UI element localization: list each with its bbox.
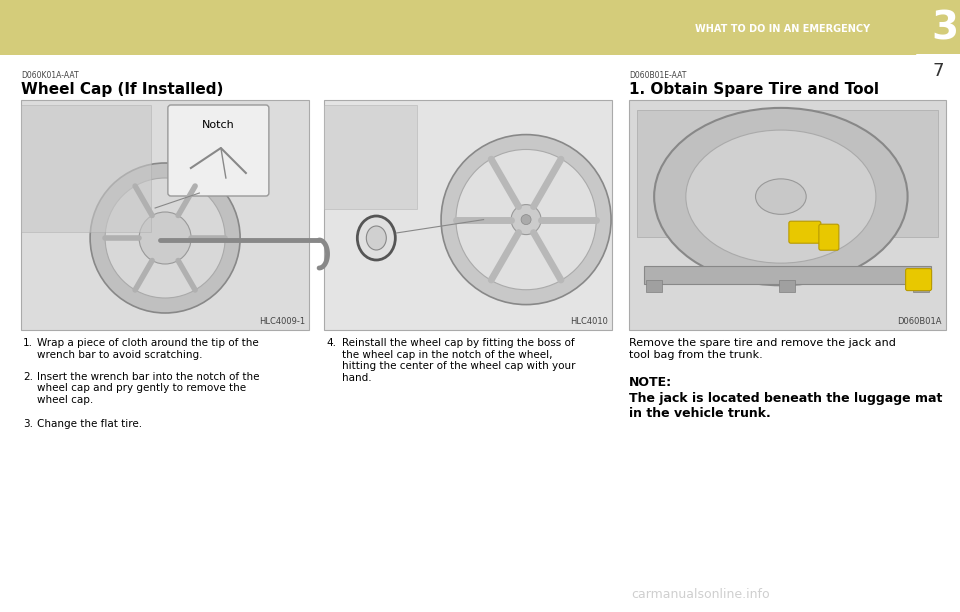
Text: D060K01A-AAT: D060K01A-AAT	[21, 71, 79, 80]
Ellipse shape	[456, 149, 596, 289]
Ellipse shape	[685, 130, 876, 263]
Ellipse shape	[367, 226, 386, 250]
Text: 3: 3	[931, 10, 959, 48]
Bar	[913, 280, 928, 291]
Ellipse shape	[441, 135, 612, 305]
Bar	[324, 100, 612, 330]
Text: Notch: Notch	[202, 120, 235, 130]
Text: Wheel Cap (If Installed): Wheel Cap (If Installed)	[21, 82, 224, 97]
Bar	[324, 105, 417, 209]
Text: WHAT TO DO IN AN EMERGENCY: WHAT TO DO IN AN EMERGENCY	[695, 24, 870, 34]
Text: 1. Obtain Spare Tire and Tool: 1. Obtain Spare Tire and Tool	[629, 82, 878, 97]
Text: 7: 7	[933, 62, 945, 81]
Text: 3.: 3.	[23, 419, 33, 429]
Ellipse shape	[106, 178, 225, 298]
Text: Remove the spare tire and remove the jack and
tool bag from the trunk.: Remove the spare tire and remove the jac…	[629, 338, 896, 360]
Ellipse shape	[90, 163, 240, 313]
Text: HLC4010: HLC4010	[570, 317, 609, 326]
Text: D060B01E-AAT: D060B01E-AAT	[629, 71, 686, 80]
Text: Wrap a piece of cloth around the tip of the
wrench bar to avoid scratching.: Wrap a piece of cloth around the tip of …	[37, 338, 259, 360]
FancyBboxPatch shape	[819, 224, 839, 250]
Text: HLC4009-1: HLC4009-1	[259, 317, 305, 326]
Bar	[780, 280, 795, 291]
Bar	[636, 110, 938, 236]
FancyBboxPatch shape	[905, 269, 931, 291]
Text: D060B01A: D060B01A	[897, 317, 942, 326]
Ellipse shape	[654, 108, 907, 285]
Text: 1.: 1.	[23, 338, 33, 348]
Text: 4.: 4.	[326, 338, 337, 348]
Ellipse shape	[139, 212, 191, 264]
Bar	[629, 100, 946, 330]
Text: carmanualsonline.info: carmanualsonline.info	[632, 588, 770, 600]
Ellipse shape	[357, 216, 396, 260]
FancyBboxPatch shape	[916, 54, 960, 89]
Text: The jack is located beneath the luggage mat
in the vehicle trunk.: The jack is located beneath the luggage …	[629, 392, 942, 420]
Ellipse shape	[521, 215, 531, 225]
Ellipse shape	[511, 204, 541, 234]
Text: 2.: 2.	[23, 371, 33, 382]
Bar	[0, 0, 960, 55]
Text: Insert the wrench bar into the notch of the
wheel cap and pry gently to remove t: Insert the wrench bar into the notch of …	[37, 371, 259, 405]
Ellipse shape	[756, 179, 806, 214]
FancyBboxPatch shape	[168, 105, 269, 196]
Text: Reinstall the wheel cap by fitting the boss of
the wheel cap in the notch of the: Reinstall the wheel cap by fitting the b…	[343, 338, 576, 382]
Text: Change the flat tire.: Change the flat tire.	[37, 419, 142, 429]
Bar	[644, 266, 930, 283]
Bar	[646, 280, 661, 291]
Bar	[21, 100, 309, 330]
FancyBboxPatch shape	[789, 221, 821, 243]
Text: NOTE:: NOTE:	[629, 376, 672, 389]
Bar	[21, 105, 151, 231]
